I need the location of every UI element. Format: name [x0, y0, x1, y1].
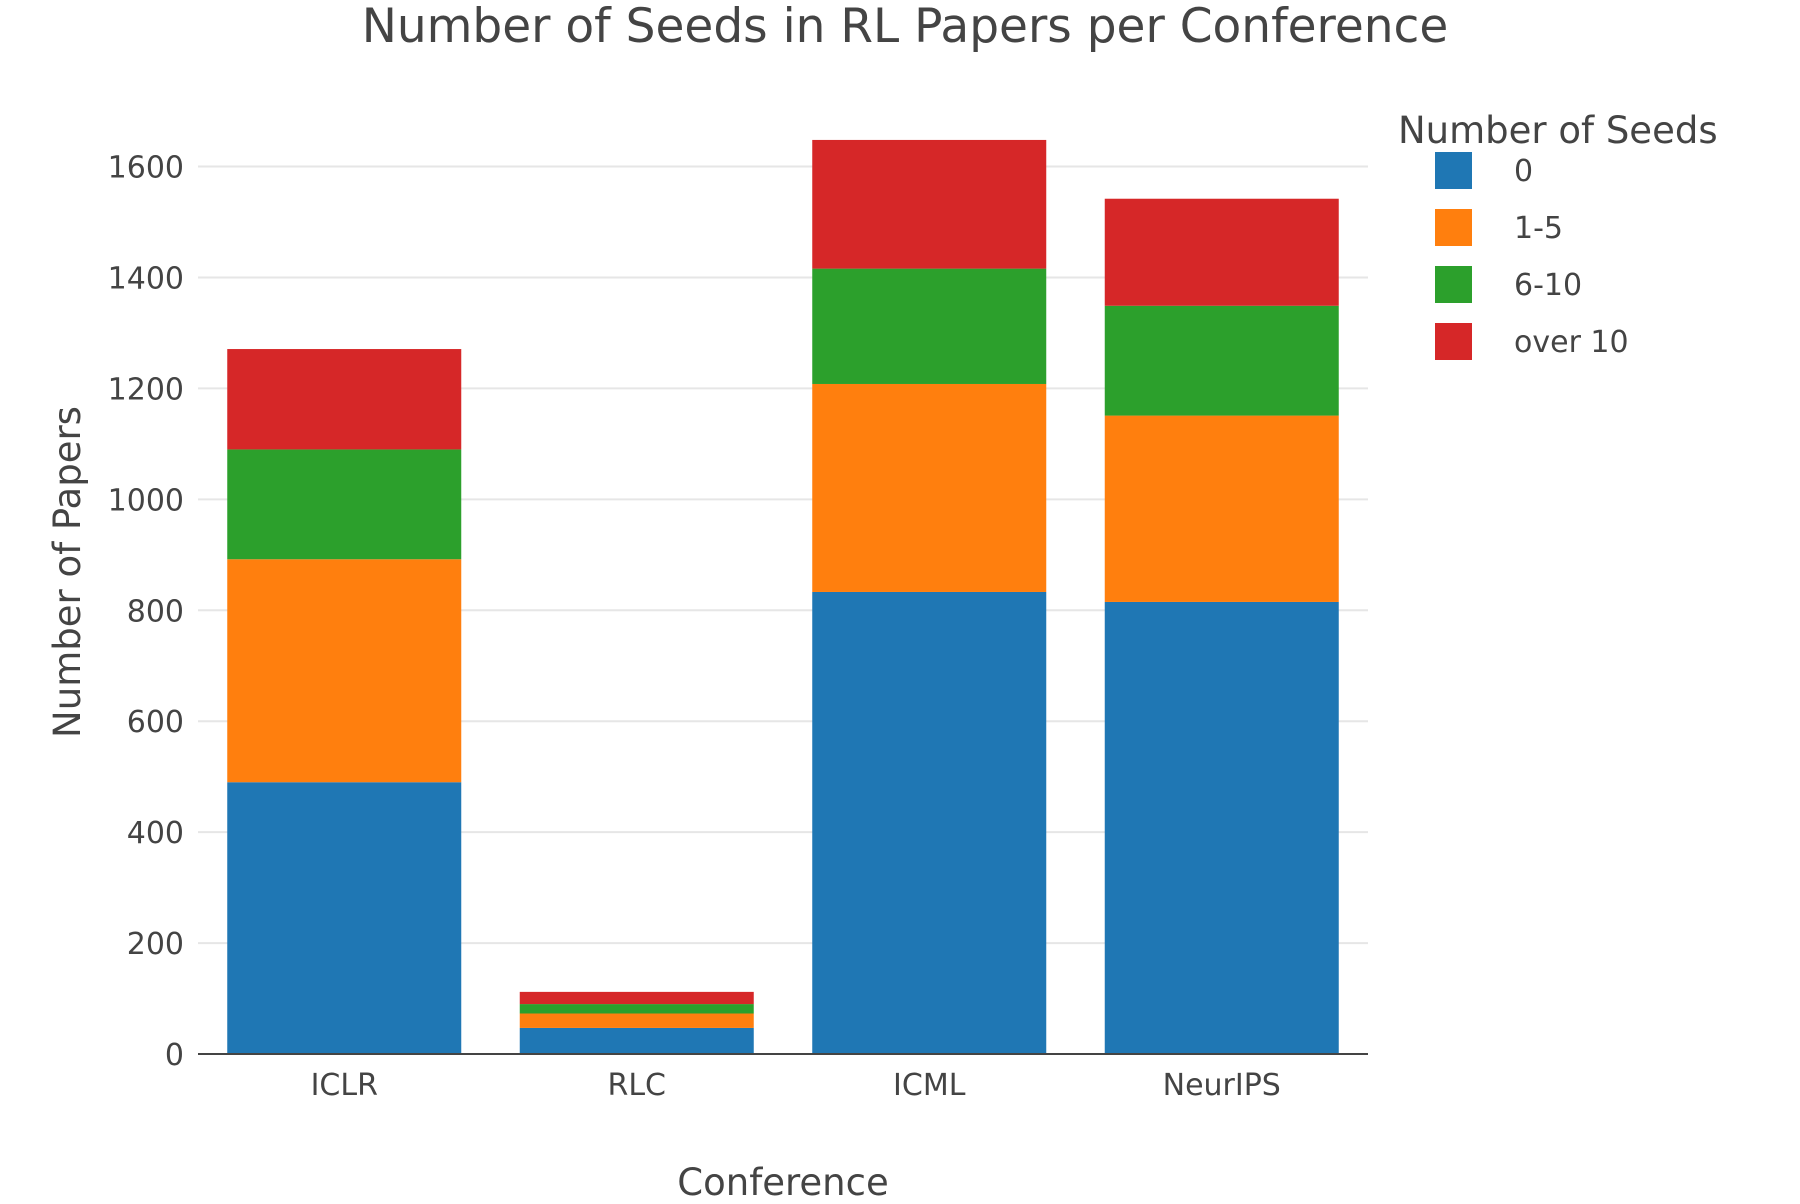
bar-neurips-1-5[interactable]	[1104, 415, 1339, 602]
y-tick-label: 400	[127, 816, 184, 851]
bar-rlc-0[interactable]	[519, 1027, 754, 1054]
bar-neurips-0[interactable]	[1104, 601, 1339, 1054]
bar-rlc-1-5[interactable]	[519, 1013, 754, 1028]
legend-swatch[interactable]	[1435, 323, 1472, 360]
legend-swatch[interactable]	[1435, 152, 1472, 189]
y-tick-label: 200	[127, 927, 184, 962]
bar-icml-0[interactable]	[812, 591, 1047, 1054]
bar-iclr-over-10[interactable]	[227, 349, 462, 450]
legend-label[interactable]: 6-10	[1514, 268, 1582, 303]
bar-icml-6-10[interactable]	[812, 268, 1047, 384]
chart-title: Number of Seeds in RL Papers per Confere…	[362, 0, 1449, 54]
y-tick-label: 1200	[108, 372, 184, 407]
y-tick-label: 600	[127, 705, 184, 740]
legend-label[interactable]: over 10	[1514, 325, 1629, 360]
y-tick-label: 1000	[108, 483, 184, 518]
legend-swatch[interactable]	[1435, 209, 1472, 246]
x-tick-label: RLC	[607, 1068, 666, 1103]
x-axis-title: Conference	[677, 1161, 888, 1200]
bar-iclr-1-5[interactable]	[227, 559, 462, 783]
y-tick-label: 800	[127, 594, 184, 629]
bar-neurips-over-10[interactable]	[1104, 198, 1339, 306]
y-tick-label: 1600	[108, 151, 184, 186]
x-tick-label: ICML	[893, 1068, 966, 1103]
axes: 0 200 400 600 800 1000 1200 1400 1600 ICLR RLC ICML…	[108, 151, 1368, 1103]
legend-title: Number of Seeds	[1398, 109, 1718, 152]
y-axis-title: Number of Papers	[46, 406, 89, 738]
legend-swatch[interactable]	[1435, 266, 1472, 303]
bar-iclr-6-10[interactable]	[227, 449, 462, 560]
legend-label[interactable]: 0	[1514, 154, 1533, 189]
y-tick-label: 1400	[108, 261, 184, 296]
bar-rlc-6-10[interactable]	[519, 1004, 754, 1014]
x-tick-label: NeurIPS	[1163, 1068, 1281, 1103]
bar-icml-over-10[interactable]	[812, 139, 1047, 269]
bar-neurips-6-10[interactable]	[1104, 305, 1339, 416]
legend-label[interactable]: 1-5	[1514, 211, 1563, 246]
bar-rlc-over-10[interactable]	[519, 991, 754, 1005]
legend: 0 1-5 6-10 over 10	[1435, 152, 1629, 360]
x-tick-label: ICLR	[311, 1068, 378, 1103]
y-tick-label: 0	[165, 1038, 184, 1073]
bar-iclr-0[interactable]	[227, 782, 462, 1054]
bar-icml-1-5[interactable]	[812, 383, 1047, 592]
bars	[227, 139, 1339, 1054]
